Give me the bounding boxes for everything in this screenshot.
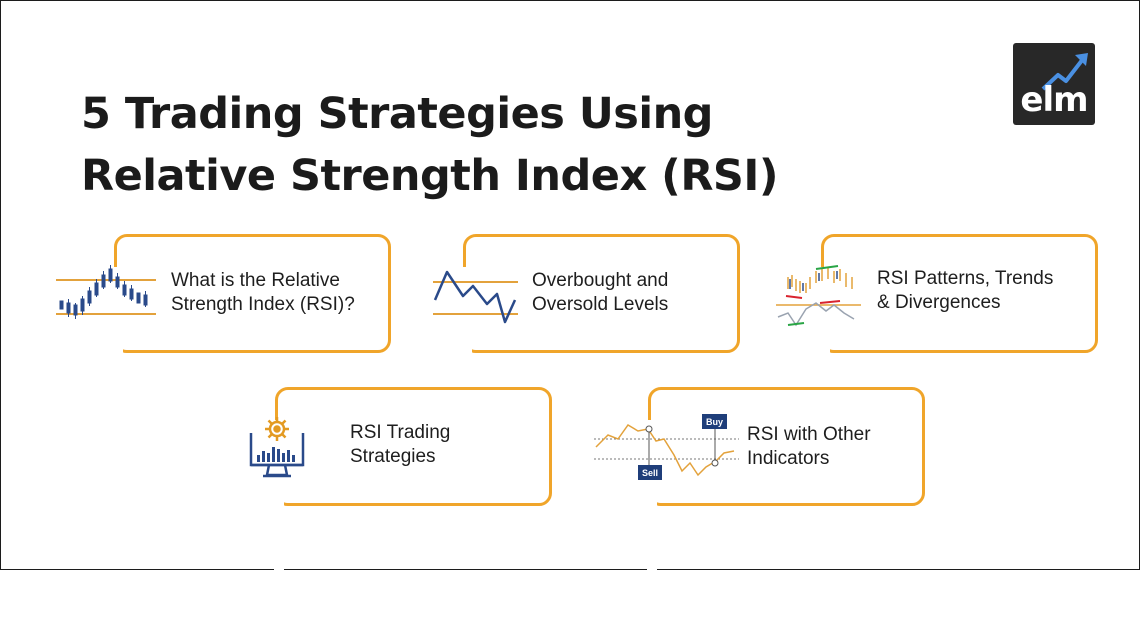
card-trading-strategies <box>274 387 552 620</box>
elm-logo: elm <box>1013 43 1095 125</box>
card-label-what-is-rsi: What is the Relative Strength Index (RSI… <box>171 270 355 315</box>
divergence-chart-icon <box>776 265 861 327</box>
title-line-1: 5 Trading Strategies Using <box>81 89 713 139</box>
card-label-patterns-divergences: RSI Patterns, Trends & Divergences <box>877 268 1054 313</box>
infographic-frame: 5 Trading Strategies Using Relative Stre… <box>0 0 1140 570</box>
card-what-is-rsi <box>113 234 391 467</box>
card-label-trading-strategies: RSI Trading Strategies <box>350 422 451 467</box>
sell-tag: Sell <box>642 468 658 478</box>
logo-text: elm <box>1020 80 1088 120</box>
card-overbought-oversold <box>462 234 740 467</box>
buy-sell-chart-icon: Sell Buy <box>594 414 739 480</box>
buy-tag: Buy <box>706 417 723 427</box>
card-patterns-divergences <box>820 234 1098 467</box>
card-label-other-indicators: RSI with Other Indicators <box>747 424 871 469</box>
trend-arrow-icon <box>1041 53 1088 91</box>
zigzag-line-chart-icon <box>433 270 518 324</box>
monitor-gear-chart-icon <box>249 417 305 478</box>
card-other-indicators <box>647 387 925 620</box>
page-title: 5 Trading Strategies Using Relative Stre… <box>81 83 779 207</box>
card-label-overbought-oversold: Overbought and Oversold Levels <box>532 270 669 315</box>
candlestick-chart-icon <box>56 265 156 319</box>
title-line-2: Relative Strength Index (RSI) <box>81 151 779 201</box>
